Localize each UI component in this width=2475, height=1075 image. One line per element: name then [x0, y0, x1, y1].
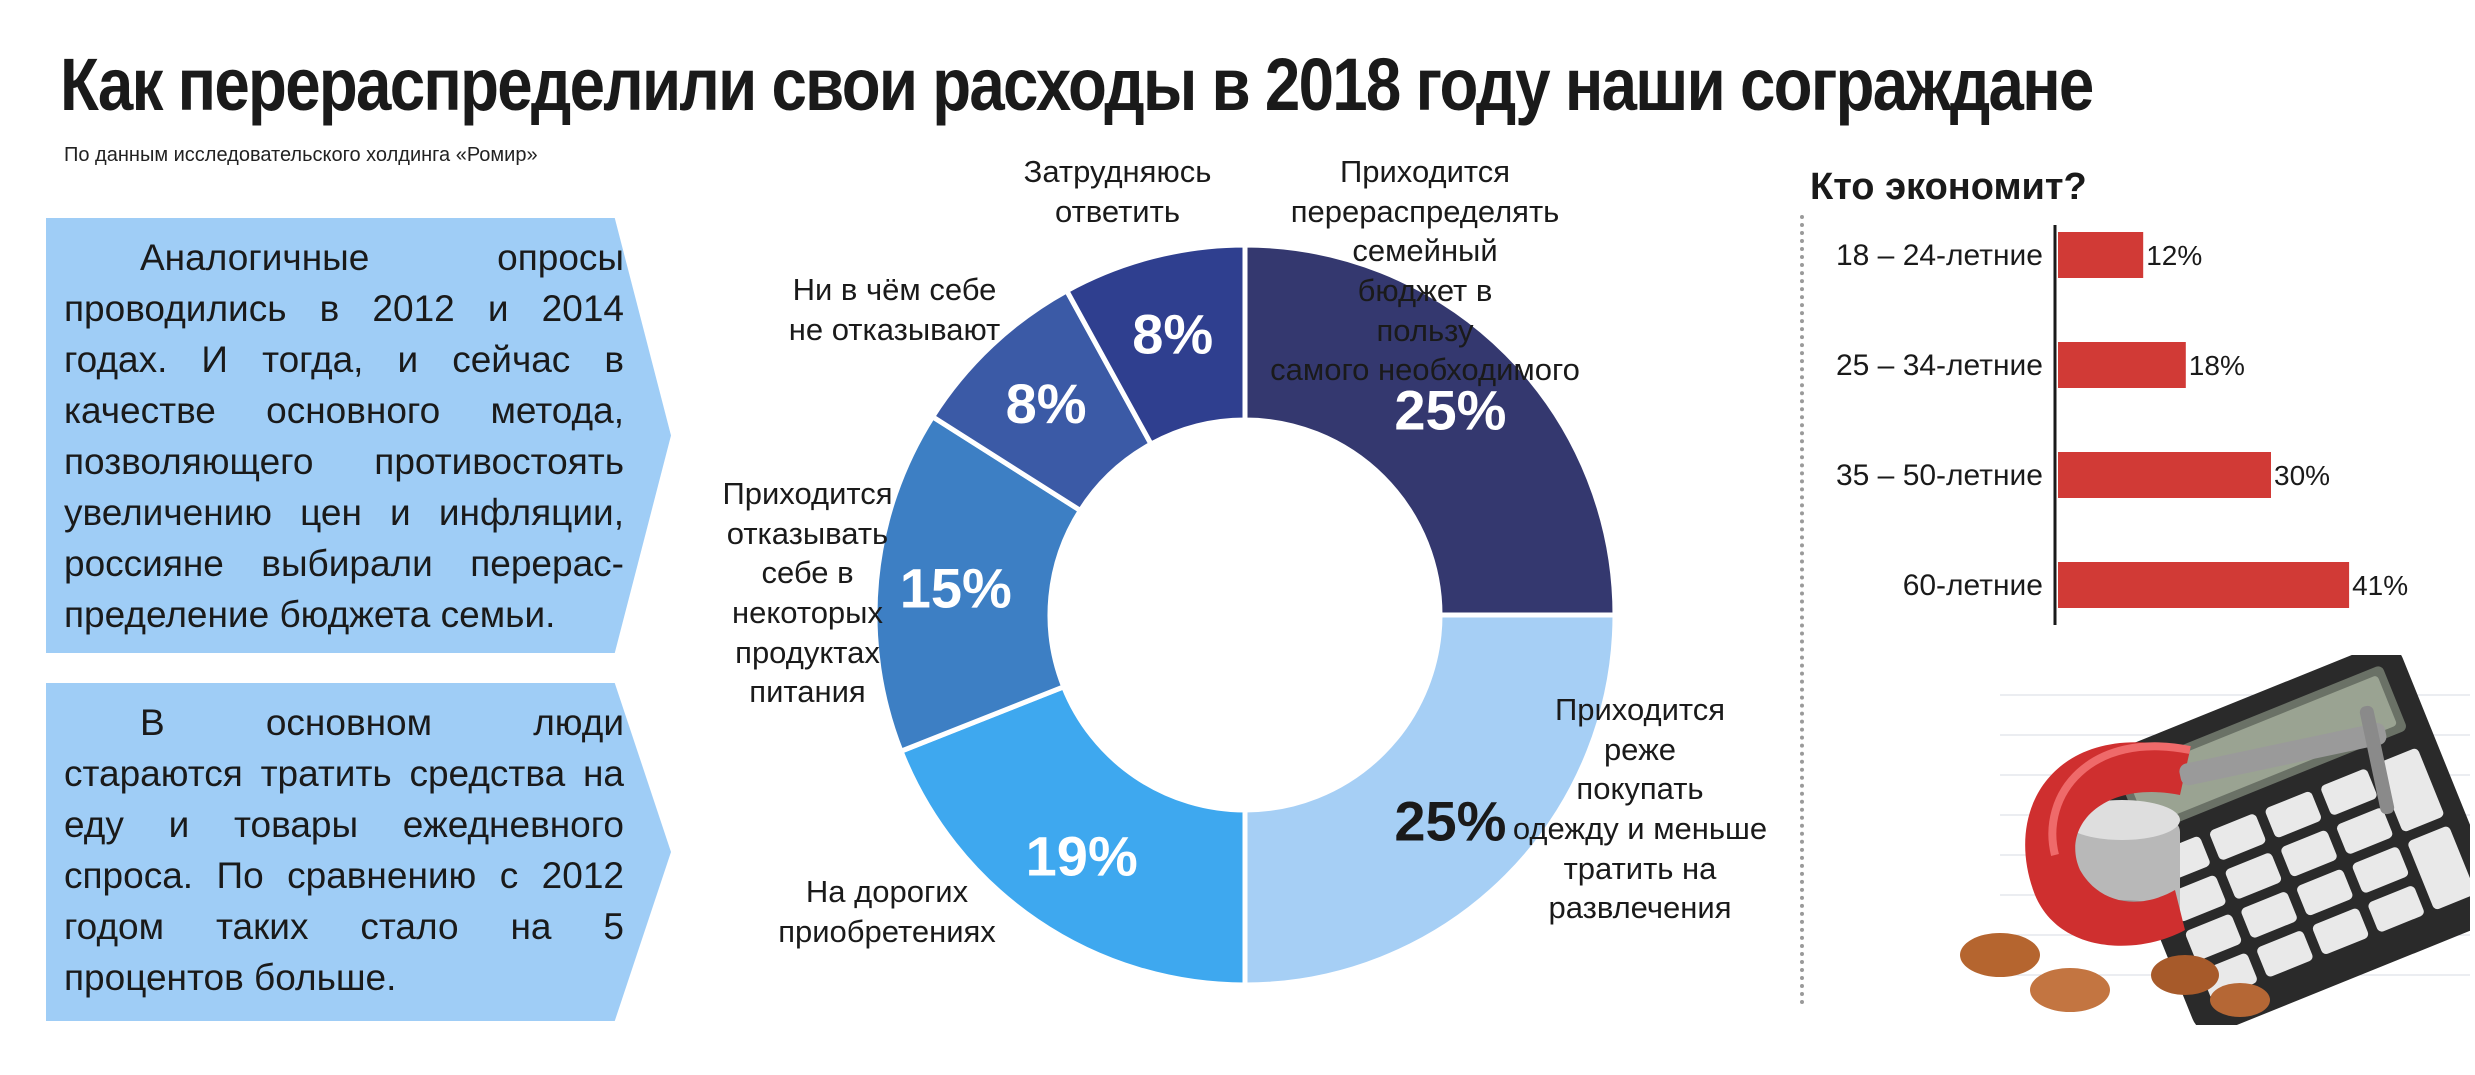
bar-chart-title: Кто экономит? [1810, 166, 2087, 208]
calculator-clamp-coins-icon [1940, 655, 2470, 1025]
donut-value-label-4: 15% [900, 557, 1012, 620]
bar-value-label-2: 18% [2189, 350, 2245, 381]
info-callout-2: В основном люди стараются тратить средст… [46, 683, 671, 1021]
bar-category-label-2: 25 – 34-летние [1836, 349, 2043, 382]
bar-1 [2058, 232, 2144, 278]
slice-label-6: Затрудняюсь ответить [1023, 154, 1212, 229]
info-callout-2-text: В основном люди стараются тратить средст… [64, 702, 624, 999]
info-callout-1-text: Аналогичные опросы проводились в 2012 и … [64, 237, 624, 636]
donut-value-label-2: 25% [1394, 789, 1506, 852]
bar-category-label-4: 60-летние [1903, 569, 2043, 602]
bar-category-label-3: 35 – 50-летние [1836, 459, 2043, 492]
donut-value-label-3: 19% [1026, 824, 1138, 887]
info-callout-1: Аналогичные опросы проводились в 2012 и … [46, 218, 671, 653]
source-note: По данным исследовательского холдинга «Р… [64, 144, 538, 166]
bar-value-label-4: 41% [2352, 570, 2408, 601]
bar-value-label-3: 30% [2274, 460, 2330, 491]
donut-value-label-5: 8% [1006, 372, 1087, 435]
page-title: Как перераспределили свои расходы в 2018… [60, 43, 2094, 126]
donut-slice-2 [1242, 612, 1618, 988]
donut-slice-6 [1063, 242, 1248, 448]
slice-label-2: Приходится реже покупать одежду и меньше тра… [1512, 692, 1768, 926]
slice-label-4: Приходится отказывать себе в некоторых п… [722, 476, 893, 710]
bar-4 [2058, 562, 2350, 608]
section-divider [1800, 215, 1804, 1005]
donut-slice-3 [897, 683, 1248, 988]
bar-3 [2058, 452, 2271, 498]
bar-value-label-1: 12% [2146, 240, 2202, 271]
donut-value-label-1: 25% [1394, 379, 1506, 442]
bar-category-label-1: 18 – 24-летние [1836, 239, 2043, 272]
slice-label-1: Приходится перераспределять семейный бюджет… [1270, 154, 1580, 388]
donut-value-label-6: 8% [1132, 303, 1213, 366]
slice-label-3: На дорогих приобретениях [778, 874, 996, 949]
slice-label-5: Ни в чём себе не отказывают [788, 272, 1001, 347]
donut-slice-4 [872, 413, 1084, 755]
bar-2 [2058, 342, 2186, 388]
donut-slice-1 [1242, 242, 1618, 618]
